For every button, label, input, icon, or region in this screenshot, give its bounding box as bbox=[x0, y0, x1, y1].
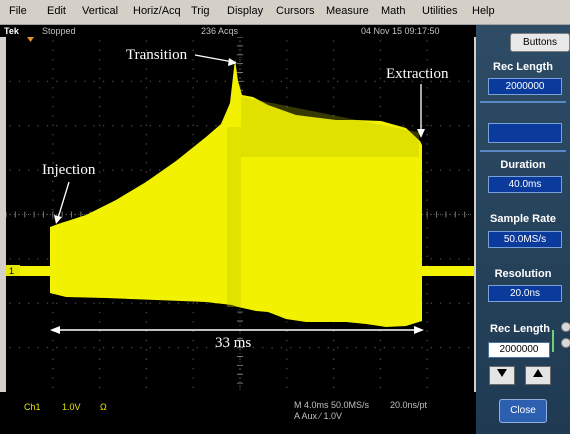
brand-label: Tek bbox=[4, 26, 19, 36]
menu-vertical[interactable]: Vertical bbox=[82, 5, 119, 17]
resolution-label: Resolution bbox=[494, 268, 552, 280]
extraction-arrowhead bbox=[417, 129, 425, 138]
menu-horiz-acq[interactable]: Horiz/Acq bbox=[133, 5, 181, 17]
down-arrow-icon bbox=[497, 369, 507, 377]
close-button[interactable]: Close bbox=[499, 399, 547, 423]
knob-up-indicator[interactable] bbox=[561, 322, 570, 332]
trigger-readout: A Aux ⁄ 1.0V bbox=[294, 411, 343, 421]
ch1-marker-label: 1 bbox=[9, 266, 14, 276]
menu-math[interactable]: Math bbox=[381, 5, 406, 17]
injection-label: Injection bbox=[42, 162, 96, 178]
menu-cursors[interactable]: Cursors bbox=[276, 5, 315, 17]
waveform-trace bbox=[6, 59, 474, 333]
up-arrow-icon bbox=[533, 369, 543, 377]
sample-rate-label: Sample Rate bbox=[489, 213, 557, 225]
panel-divider bbox=[480, 150, 566, 152]
transition-arrowhead bbox=[228, 58, 237, 66]
menu-display[interactable]: Display bbox=[227, 5, 264, 17]
waveform-display[interactable]: Transition Extraction Injection 33 ms 1 bbox=[6, 37, 474, 392]
rec-length-label: Rec Length bbox=[493, 61, 553, 73]
sample-rate-value[interactable]: 50.0MS/s bbox=[488, 231, 562, 248]
panel-divider bbox=[480, 101, 566, 103]
readout-bar: Ch1 1.0V Ω M 4.0ms 50.0MS/s A Aux ⁄ 1.0V… bbox=[0, 392, 476, 434]
span-arrow-right bbox=[414, 326, 424, 334]
annotation-transition: Transition bbox=[126, 47, 237, 66]
annotation-extraction: Extraction bbox=[386, 66, 449, 138]
menu-edit[interactable]: Edit bbox=[47, 5, 66, 17]
channel-label: Ch1 bbox=[24, 402, 41, 412]
timebase-readout: M 4.0ms 50.0MS/s bbox=[294, 400, 370, 410]
channel-scale: 1.0V bbox=[62, 402, 81, 412]
buttons-button[interactable]: Buttons bbox=[510, 33, 570, 52]
baseline-right bbox=[422, 266, 474, 276]
status-bar: Tek Stopped 236 Acqs 04 Nov 15 09:17:50 bbox=[0, 25, 476, 37]
menu-help[interactable]: Help bbox=[472, 5, 495, 17]
annotation-injection: Injection bbox=[42, 162, 96, 224]
date-time: 04 Nov 15 09:17:50 bbox=[361, 26, 440, 36]
menu-trig[interactable]: Trig bbox=[191, 5, 210, 17]
channel-coupling: Ω bbox=[100, 402, 107, 412]
knob-down-indicator[interactable] bbox=[561, 338, 570, 348]
injection-arrowhead bbox=[54, 215, 62, 224]
rec-length-value[interactable]: 2000000 bbox=[488, 78, 562, 95]
rec-length-input[interactable]: 2000000 bbox=[488, 342, 550, 358]
menu-file[interactable]: File bbox=[9, 5, 27, 17]
increase-button[interactable] bbox=[525, 366, 551, 385]
decrease-button[interactable] bbox=[489, 366, 515, 385]
acq-state: Stopped bbox=[42, 26, 76, 36]
duration-value[interactable]: 40.0ms bbox=[488, 176, 562, 193]
trigger-position-marker[interactable] bbox=[27, 37, 34, 42]
ch1-level-marker[interactable] bbox=[6, 265, 20, 276]
rec-length-2-label: Rec Length bbox=[490, 323, 550, 335]
span-label: 33 ms bbox=[215, 335, 251, 351]
menu-bar: File Edit Vertical Horiz/Acq Trig Displa… bbox=[0, 0, 570, 25]
acq-count: 236 Acqs bbox=[201, 26, 239, 36]
menu-utilities[interactable]: Utilities bbox=[422, 5, 458, 17]
resolution-readout: 20.0ns/pt bbox=[390, 400, 428, 410]
extraction-label: Extraction bbox=[386, 66, 449, 82]
envelope-hatching bbox=[227, 97, 419, 307]
envelope-shadow bbox=[50, 295, 422, 333]
knob-link-icon bbox=[552, 330, 554, 352]
transition-arrow-line bbox=[194, 54, 234, 63]
blank-value-box[interactable] bbox=[488, 123, 562, 143]
span-arrow-left bbox=[50, 326, 60, 334]
injection-arrow-line bbox=[57, 181, 70, 219]
baseline-left bbox=[6, 266, 50, 276]
transition-label: Transition bbox=[126, 47, 188, 63]
duration-label: Duration bbox=[500, 159, 546, 171]
annotation-span: 33 ms bbox=[50, 326, 424, 351]
resolution-value[interactable]: 20.0ns bbox=[488, 285, 562, 302]
menu-measure[interactable]: Measure bbox=[326, 5, 369, 17]
